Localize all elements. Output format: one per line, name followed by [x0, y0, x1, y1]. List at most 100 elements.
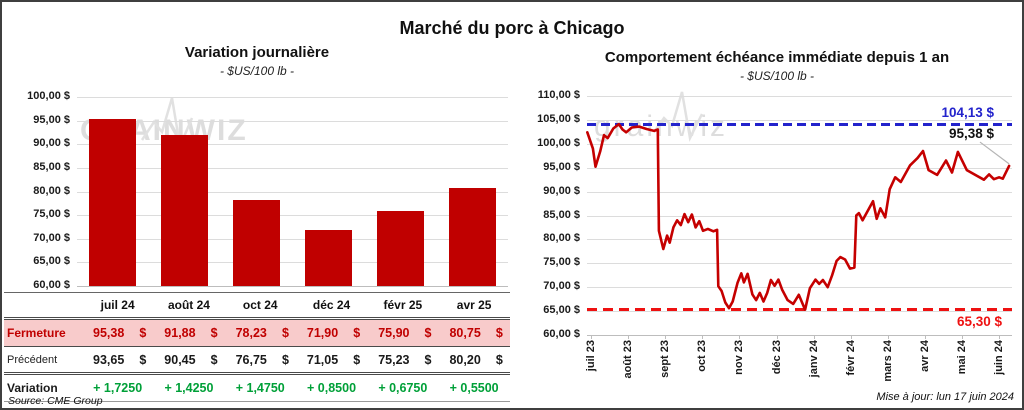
line-chart-gridline	[587, 191, 1012, 193]
table-header-cell: déc 24	[312, 298, 351, 312]
y-axis-tick-label: 100,00 $	[27, 90, 70, 102]
y-axis-tick-label: 80,00 $	[543, 232, 580, 245]
table-value-cell: + 0,6750	[378, 381, 428, 395]
bar-chart-gridline	[77, 167, 508, 169]
currency-symbol: $	[139, 326, 147, 340]
y-axis-tick-label: 60,00 $	[33, 279, 70, 291]
bar-juil-24	[89, 118, 137, 286]
y-axis-tick-label: 90,00 $	[33, 137, 70, 150]
bar-chart-gridline	[77, 120, 508, 122]
row-label-fermeture: Fermeture	[7, 326, 66, 340]
x-axis-tickmark	[924, 335, 926, 339]
table-value-cell: + 0,5500	[449, 381, 499, 395]
y-axis-tick-label: 110,00 $	[537, 89, 580, 101]
row-label-precedent: Précédent	[7, 353, 58, 366]
bar-chart-gridline	[77, 144, 508, 146]
quote-table: juil 24 août 24 oct 24 déc 24 févr 25 avr 25 …	[4, 292, 510, 402]
bar-févr-25	[376, 210, 424, 286]
y-axis-tick-label: 65,00 $	[543, 304, 580, 317]
y-axis-tick-label: 105,00 $	[537, 112, 580, 125]
row-label-variation: Variation	[7, 381, 58, 395]
bar-chart-gridline	[77, 215, 508, 217]
currency-symbol: $	[353, 326, 361, 340]
page-title: Marché du porc à Chicago	[399, 18, 625, 38]
y-axis-tick-label: 100,00 $	[537, 136, 580, 149]
y-axis-tick-label: 70,00 $	[33, 231, 70, 244]
currency-symbol: $	[353, 352, 361, 367]
last-price-label: 95,38 $	[948, 126, 994, 142]
y-axis-tick-label: 75,00 $	[33, 208, 70, 221]
bar-chart-gridline	[77, 238, 508, 240]
source-note: Source: CME Group	[8, 395, 103, 407]
bar-oct-24	[233, 199, 281, 286]
table-row-variation: Variation + 1,7250 + 1,4250 + 1,4750 + 0,85…	[4, 375, 510, 402]
left-chart-title: Variation journalière	[184, 44, 330, 61]
x-axis-tickmark	[739, 335, 741, 339]
table-value-cell: 76,75 $	[235, 352, 289, 367]
bar-août-24	[161, 135, 209, 286]
table-value-cell: 90,45 $	[164, 352, 218, 367]
line-chart-gridline	[587, 239, 1012, 241]
x-axis-tickmark	[887, 335, 889, 339]
table-value-cell: 80,20 $	[449, 352, 503, 367]
table-header-row: juil 24 août 24 oct 24 déc 24 févr 25 avr 25	[4, 293, 510, 320]
currency-symbol: $	[495, 352, 503, 367]
table-value-cell: 71,90 $	[306, 326, 361, 340]
currency-symbol: $	[424, 326, 432, 340]
x-axis-tickmark	[702, 335, 704, 339]
y-axis-tick-label: 80,00 $	[33, 184, 70, 197]
y-axis-tick-label: 95,00 $	[543, 160, 580, 173]
table-value-cell: 75,23 $	[378, 352, 432, 367]
y-axis-tick-label: 60,00 $	[543, 328, 580, 340]
table-value-cell: 78,23 $	[235, 326, 289, 340]
bar-déc-24	[304, 229, 352, 286]
right-chart-subtitle: - $US/100 lb -	[739, 69, 815, 83]
y-axis-tick-label: 85,00 $	[543, 208, 580, 221]
table-value-cell: + 1,4250	[164, 381, 214, 395]
right-chart-title: Comportement échéance immédiate depuis 1…	[604, 49, 950, 66]
table-header-cell: févr 25	[383, 298, 423, 312]
low-value-label: 65,30 $	[956, 313, 1002, 329]
x-axis-tickmark	[850, 335, 852, 339]
table-value-cell: 71,05 $	[306, 352, 361, 367]
x-axis-tickmark	[665, 335, 667, 339]
currency-symbol: $	[424, 352, 432, 367]
bar-chart-gridline	[77, 286, 508, 287]
table-header-cell: avr 25	[456, 298, 492, 312]
table-value-cell: + 0,8500	[307, 381, 357, 395]
bar-chart-gridline	[77, 191, 508, 193]
left-chart-subtitle: - $US/100 lb -	[219, 64, 295, 78]
line-chart-gridline	[587, 263, 1012, 265]
bar-avr-25	[448, 187, 496, 286]
currency-symbol: $	[210, 352, 218, 367]
x-axis-tickmark	[591, 335, 592, 339]
line-chart-gridline	[587, 215, 1012, 217]
y-axis-tick-label: 65,00 $	[33, 255, 70, 268]
update-note: Mise à jour: lun 17 juin 2024	[876, 391, 1014, 403]
bar-chart-gridline	[77, 262, 508, 264]
line-chart-gridline	[587, 96, 1012, 97]
table-header-cell: août 24	[167, 298, 210, 312]
bar-chart-gridline	[77, 97, 508, 98]
line-chart-gridline	[587, 143, 1012, 145]
currency-symbol: $	[495, 326, 503, 340]
y-axis-tick-label: 90,00 $	[543, 184, 580, 197]
table-value-cell: 80,75 $	[449, 326, 503, 340]
table-value-cell: 91,88 $	[164, 326, 218, 340]
line-chart-gridline	[587, 119, 1012, 121]
table-value-cell: + 1,7250	[93, 381, 143, 395]
y-axis-tick-label: 70,00 $	[543, 280, 580, 293]
high-value-label: 104,13 $	[941, 105, 994, 121]
table-header-cell: juil 24	[100, 298, 135, 312]
table-header-cell: oct 24	[242, 298, 278, 312]
y-axis-tick-label: 85,00 $	[33, 160, 70, 173]
price-line	[586, 122, 1011, 311]
currency-symbol: $	[139, 352, 147, 367]
low-dashed-line	[587, 308, 1012, 312]
x-axis-tickmark	[628, 335, 630, 339]
last-price-leader-line	[979, 141, 1010, 165]
line-chart-gridline	[587, 167, 1012, 169]
table-row-precedent: Précédent 93,65 $ 90,45 $ 76,75 $ 71,05 $ 75,23 $…	[4, 347, 510, 375]
currency-symbol: $	[281, 352, 289, 367]
